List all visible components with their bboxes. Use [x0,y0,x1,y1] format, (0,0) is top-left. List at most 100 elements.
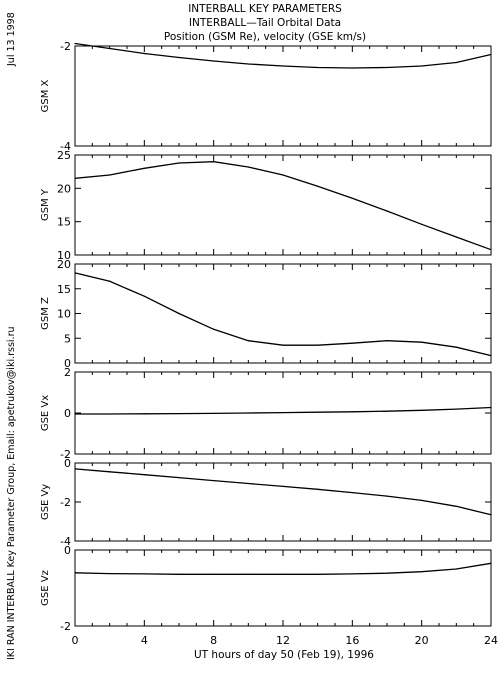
data-point [351,67,353,69]
data-point [74,177,76,179]
data-point [455,568,457,570]
data-point [317,66,319,69]
data-point [282,411,284,414]
data-point [317,185,319,187]
data-point [143,167,145,169]
data-point [178,162,180,164]
data-point [421,409,423,411]
y-tick-label: 20 [57,182,71,195]
data-point [421,65,423,67]
y-axis-label: GSE Vy [40,484,51,520]
data-point [109,174,111,176]
data-point [490,249,492,251]
data-point [109,280,111,282]
data-point [178,477,180,479]
data-point [213,328,215,330]
data-point [351,342,353,344]
y-tick-label: 10 [57,308,71,321]
y-tick-label: 10 [57,249,71,262]
data-point [247,482,249,485]
data-point [386,572,388,574]
data-point [455,346,457,348]
panel-frame [74,45,492,147]
data-point [109,47,111,50]
data-point [490,354,492,357]
data-point [351,197,353,199]
panel-frame [74,263,492,364]
side-credit-label: IKI RAN INTERBALL Key Parameter Group, E… [6,327,17,661]
data-point [247,412,249,414]
x-tick-label: 4 [141,634,148,647]
data-point [386,210,388,212]
y-tick-label: 0 [64,544,71,557]
data-point [74,272,76,274]
data-point [282,573,284,575]
header-description: Position (GSM Re), velocity (GSE km/s) [164,31,366,43]
data-point [247,340,249,342]
data-point [247,63,249,65]
y-tick-label: -2 [60,40,71,53]
x-tick-label: 24 [484,634,498,647]
header-title: INTERBALL KEY PARAMETERS [188,3,342,15]
y-tick-label: 15 [57,216,71,229]
data-point [351,411,353,413]
data-point [317,411,319,413]
data-point [317,488,319,490]
data-point [490,514,492,516]
data-point [74,572,76,574]
x-tick-label: 8 [210,634,217,647]
y-tick-label: 15 [57,283,71,296]
series-line [74,272,492,357]
y-axis-label: GSE Vx [40,395,51,431]
data-point [109,413,111,415]
y-tick-label: 25 [57,149,71,162]
y-tick-label: -2 [60,448,71,461]
data-point [213,573,215,575]
data-point [455,408,457,410]
series-line [74,468,492,516]
data-point [213,412,215,415]
data-point [213,60,215,62]
data-point [490,562,492,564]
panel-frame [74,549,492,627]
data-point [351,492,353,494]
data-point [421,223,423,225]
data-point [317,344,319,346]
data-point [421,499,423,502]
y-axis-label: GSM X [40,79,51,112]
data-point [74,468,76,470]
data-point [143,474,145,476]
data-point [455,61,457,64]
data-point [109,471,111,473]
data-point [386,495,388,497]
x-tick-label: 12 [276,634,290,647]
y-tick-label: 5 [64,332,71,345]
data-point [282,485,284,487]
data-point [386,66,388,69]
x-tick-label: 16 [345,634,359,647]
data-point [386,340,388,342]
data-point [317,573,319,575]
y-tick-label: 0 [64,407,71,420]
x-axis-label: UT hours of day 50 (Feb 19), 1996 [194,649,374,661]
data-point [282,65,284,67]
data-point [143,295,145,297]
data-point [178,573,180,575]
x-tick-label: 0 [72,634,79,647]
y-tick-label: 0 [64,457,71,470]
data-point [74,413,76,415]
y-tick-label: 0 [64,357,71,370]
data-point [74,42,76,45]
y-axis-label: GSE Vz [40,570,51,606]
y-tick-label: -4 [60,535,71,548]
data-point [178,312,180,315]
data-point [143,52,145,55]
data-point [282,174,284,176]
data-point [282,344,284,346]
header-subtitle: INTERBALL—Tail Orbital Data [189,17,341,29]
data-point [143,573,145,575]
data-point [421,571,423,573]
data-point [421,341,423,343]
